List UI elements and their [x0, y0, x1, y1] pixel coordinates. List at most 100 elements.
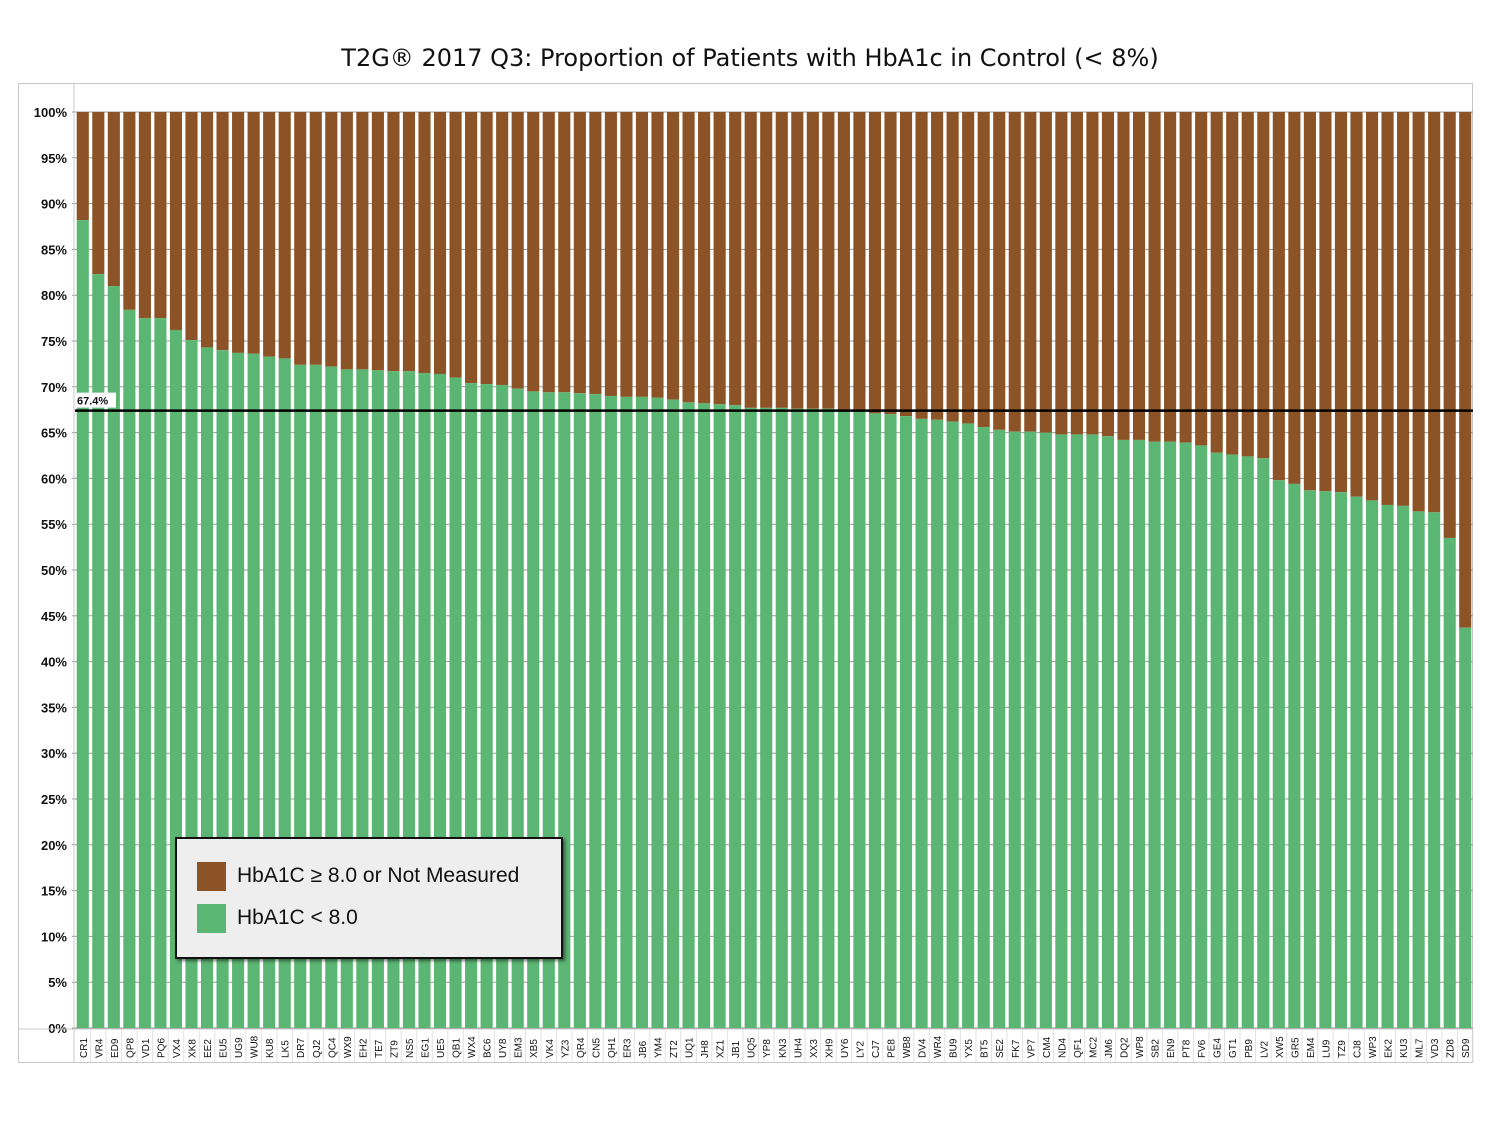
- x-tick-label: XZ1: [716, 1039, 727, 1058]
- bar-not-controlled-XK8: [185, 112, 198, 341]
- bar-not-controlled-CJ7: [868, 112, 882, 414]
- x-tick-label: LK5: [281, 1040, 292, 1058]
- x-tick-label: NS5: [405, 1038, 416, 1058]
- bar-not-controlled-QJ2: [309, 112, 322, 365]
- x-tick-label: GR5: [1290, 1037, 1301, 1058]
- bar-not-controlled-YP8: [760, 112, 773, 408]
- y-tick-label: 75%: [41, 334, 67, 349]
- x-tick-label: CR1: [79, 1038, 90, 1058]
- bar-controlled-DV4: [915, 418, 928, 1028]
- bar-controlled-CR1: [76, 220, 89, 1028]
- x-tick-label: UG9: [234, 1037, 245, 1058]
- bar-not-controlled-EM3: [511, 112, 524, 389]
- x-tick-label: TE7: [374, 1039, 385, 1058]
- bar-not-controlled-JH8: [698, 112, 711, 404]
- bar-controlled-ED9: [107, 286, 120, 1028]
- legend: HbA1C ≥ 8.0 or Not Measured HbA1C < 8.0: [175, 837, 563, 959]
- bar-controlled-VR4: [92, 274, 105, 1029]
- y-tick-label: 5%: [48, 975, 67, 990]
- x-tick-label: QF1: [1073, 1038, 1084, 1058]
- bar-controlled-EN9: [1164, 441, 1177, 1028]
- x-tick-label: XW5: [1275, 1036, 1286, 1058]
- bar-controlled-FK7: [1008, 431, 1021, 1029]
- bar-controlled-XW5: [1272, 480, 1285, 1028]
- bar-not-controlled-PT8: [1179, 112, 1192, 443]
- average-label: 67.4%: [77, 396, 108, 408]
- bar-not-controlled-QP8: [123, 112, 136, 310]
- bar-controlled-EK2: [1381, 504, 1394, 1028]
- x-tick-label: LY2: [855, 1041, 866, 1058]
- average-label-box: [75, 392, 116, 408]
- x-tick-label: EH2: [358, 1038, 369, 1058]
- bar-controlled-JH8: [698, 403, 711, 1029]
- bar-controlled-UY6: [837, 409, 850, 1028]
- x-tick-label: EM4: [1306, 1037, 1317, 1058]
- x-tick-label: VP7: [1026, 1039, 1037, 1058]
- bar-not-controlled-JM6: [1101, 112, 1115, 437]
- bar-not-controlled-XX3: [806, 112, 819, 409]
- bar-not-controlled-ED9: [107, 112, 120, 287]
- bar-not-controlled-LV2: [1257, 112, 1270, 459]
- x-tick-label: UQ5: [747, 1037, 758, 1058]
- x-tick-label: WR4: [933, 1035, 944, 1058]
- x-tick-label: SE2: [995, 1039, 1006, 1058]
- x-tick-label: TZ9: [1337, 1040, 1348, 1058]
- x-tick-label: BT5: [980, 1039, 991, 1058]
- bar-not-controlled-VK4: [542, 112, 555, 393]
- x-tick-label: EM3: [514, 1037, 525, 1058]
- x-tick-label: UY8: [498, 1038, 509, 1058]
- x-tick-label: QP8: [125, 1038, 136, 1058]
- bar-controlled-VP7: [1024, 431, 1037, 1029]
- x-tick-label: EU5: [219, 1038, 230, 1058]
- bar-not-controlled-UQ5: [744, 112, 757, 408]
- bar-not-controlled-SE2: [993, 112, 1006, 430]
- x-tick-label: EE2: [203, 1039, 214, 1058]
- x-tick-label: BC6: [483, 1038, 494, 1058]
- bar-controlled-SE2: [993, 429, 1006, 1028]
- bar-controlled-CJ8: [1350, 496, 1363, 1029]
- bar-controlled-JB1: [729, 405, 742, 1028]
- bar-not-controlled-DV4: [915, 112, 928, 419]
- x-tick-label: ZD8: [1446, 1039, 1457, 1058]
- x-tick-label: KU3: [1399, 1038, 1410, 1058]
- bar-not-controlled-WU8: [247, 112, 260, 354]
- bar-controlled-JM6: [1101, 436, 1115, 1028]
- bar-controlled-SD9: [1459, 627, 1472, 1028]
- x-tick-label: XB5: [529, 1039, 540, 1058]
- bar-not-controlled-QB1: [449, 112, 462, 378]
- bar-not-controlled-EG1: [418, 112, 431, 374]
- bar-controlled-WR4: [931, 419, 944, 1028]
- x-tick-label: UH4: [793, 1038, 804, 1058]
- bar-not-controlled-JB1: [729, 112, 742, 406]
- x-tick-label: ND4: [1057, 1038, 1068, 1058]
- legend-swatch-brown: [197, 861, 226, 891]
- x-tick-label: PT8: [1182, 1039, 1193, 1058]
- x-tick-label: ER3: [622, 1038, 633, 1058]
- bar-not-controlled-PQ6: [154, 112, 167, 319]
- bar-controlled-CM4: [1039, 432, 1052, 1029]
- bar-not-controlled-VD3: [1428, 112, 1441, 513]
- bar-not-controlled-JB6: [635, 112, 649, 397]
- y-tick-label: 90%: [41, 197, 67, 212]
- bar-not-controlled-VD1: [138, 112, 151, 319]
- x-tick-label: PQ6: [156, 1038, 167, 1058]
- y-tick-label: 70%: [41, 380, 67, 395]
- bar-not-controlled-UH4: [791, 112, 804, 409]
- x-tick-label: XH9: [824, 1038, 835, 1058]
- bar-not-controlled-GE4: [1210, 112, 1223, 453]
- bar-controlled-FV6: [1195, 445, 1208, 1028]
- y-tick-label: 85%: [41, 242, 67, 257]
- x-tick-label: YZ3: [560, 1039, 571, 1058]
- y-tick-label: 35%: [41, 700, 67, 715]
- bar-not-controlled-BU9: [946, 112, 959, 422]
- x-tick-label: KU8: [265, 1038, 276, 1058]
- bar-not-controlled-KN3: [775, 112, 788, 408]
- bar-controlled-GE4: [1210, 452, 1223, 1028]
- x-tick-label: CJ8: [1353, 1040, 1364, 1058]
- x-tick-label: CM4: [1042, 1036, 1053, 1058]
- x-tick-label: QH1: [607, 1037, 618, 1058]
- x-tick-label: DR7: [296, 1038, 307, 1058]
- y-tick-label: 15%: [41, 884, 67, 899]
- x-tick-label: WB8: [902, 1036, 913, 1058]
- legend-label: HbA1C < 8.0: [237, 906, 358, 929]
